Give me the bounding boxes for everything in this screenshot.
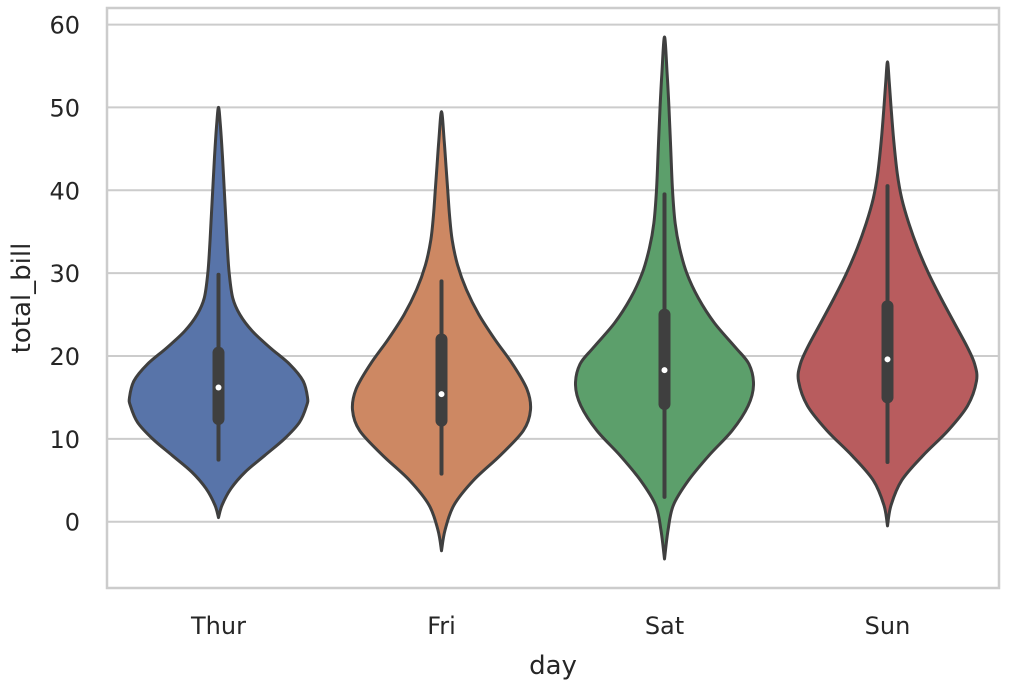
median-point <box>661 367 668 374</box>
x-tick-label: Thur <box>190 612 246 640</box>
y-tick-label: 60 <box>49 12 80 40</box>
x-tick-labels: Thur Fri Sat Sun <box>190 612 910 640</box>
y-tick-label: 10 <box>49 426 80 454</box>
x-tick-label: Sat <box>645 612 684 640</box>
violin-sat <box>573 35 756 561</box>
x-axis-label: day <box>529 651 577 681</box>
violin-fri <box>350 110 533 553</box>
median-point <box>215 384 222 391</box>
violins <box>127 35 979 561</box>
y-tick-label: 20 <box>49 343 80 371</box>
y-tick-label: 40 <box>49 177 80 205</box>
x-tick-label: Sun <box>865 612 911 640</box>
y-axis-label: total_bill <box>7 243 37 354</box>
violin-thur <box>127 105 310 520</box>
median-point <box>438 391 445 398</box>
y-tick-label: 50 <box>49 94 80 122</box>
y-tick-label: 0 <box>65 509 80 537</box>
violin-sun <box>796 60 979 528</box>
y-tick-label: 30 <box>49 260 80 288</box>
median-point <box>884 356 891 363</box>
x-tick-label: Fri <box>427 612 456 640</box>
y-tick-labels: 0 10 20 30 40 50 60 <box>49 12 80 537</box>
